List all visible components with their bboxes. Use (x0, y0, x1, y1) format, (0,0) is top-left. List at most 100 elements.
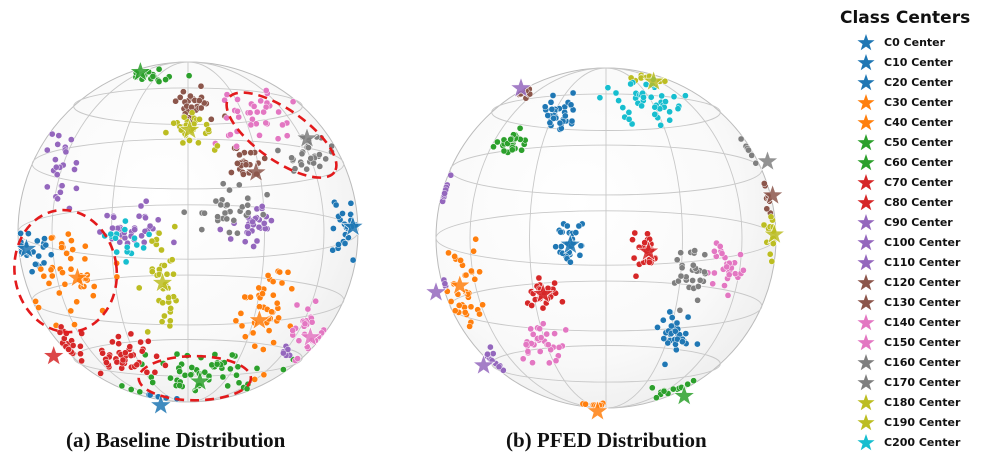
scatter-point (544, 112, 552, 119)
scatter-point (155, 65, 163, 73)
scatter-point (551, 330, 558, 337)
cluster-green-bottom-right (648, 377, 697, 402)
scatter-point (54, 195, 61, 203)
legend-label: C60 Center (884, 156, 953, 169)
class-center-star (448, 273, 472, 296)
scatter-point (543, 330, 551, 338)
scatter-point (135, 284, 143, 292)
scatter-point (240, 171, 247, 178)
cluster-green-upper-left (490, 124, 529, 156)
scatter-point (244, 230, 252, 237)
scatter-point (166, 317, 174, 325)
scatter-point (679, 338, 686, 346)
scatter-point (339, 210, 346, 217)
scatter-point (341, 240, 349, 247)
scatter-point (56, 329, 64, 336)
scatter-point (305, 144, 312, 151)
scatter-point (43, 183, 51, 191)
scatter-point (235, 113, 243, 121)
scatter-point (539, 320, 547, 328)
legend-label: C150 Center (884, 336, 961, 349)
scatter-point (289, 98, 297, 106)
scatter-point (214, 213, 221, 221)
scatter-point (162, 362, 169, 369)
scatter-point (567, 258, 574, 266)
scatter-point (646, 258, 653, 266)
scatter-point (146, 222, 154, 230)
scatter-point (322, 155, 330, 163)
legend-label: C20 Center (884, 76, 953, 89)
scatter-point (207, 115, 215, 123)
scatter-point (148, 237, 156, 245)
scatter-point (241, 238, 249, 246)
scatter-point (689, 261, 697, 269)
scatter-point (138, 232, 145, 240)
scatter-point (57, 323, 65, 331)
scatter-point (673, 319, 681, 327)
legend-star-icon (857, 234, 875, 251)
scatter-point (40, 259, 48, 267)
scatter-point (674, 105, 682, 113)
scatter-point (760, 180, 768, 187)
scatter-point (226, 229, 233, 236)
scatter-point (137, 202, 145, 210)
legend-label: C190 Center (884, 416, 961, 429)
scatter-point (223, 215, 231, 223)
legend-star-icon (857, 34, 875, 51)
scatter-point (249, 218, 256, 226)
scatter-point (260, 371, 268, 379)
scatter-point (262, 119, 270, 127)
scatter-point (536, 348, 544, 355)
scatter-point (280, 349, 287, 357)
scatter-point (257, 97, 265, 105)
scatter-point (619, 104, 627, 111)
scatter-point (268, 308, 275, 316)
class-center-star (558, 232, 582, 255)
scatter-point (99, 349, 106, 357)
scatter-point (259, 211, 267, 218)
scatter-point (625, 115, 633, 123)
scatter-point (260, 220, 268, 227)
scatter-point (228, 351, 236, 359)
scatter-point (548, 105, 556, 113)
legend-star-icon (857, 54, 875, 71)
scatter-point (234, 229, 241, 237)
scatter-point (682, 92, 689, 100)
scatter-point (644, 230, 651, 238)
scatter-point (142, 214, 149, 222)
scatter-point (668, 314, 676, 321)
scatter-point (455, 302, 463, 309)
scatter-point (723, 263, 731, 271)
scatter-point (68, 237, 75, 244)
scatter-point (224, 382, 232, 390)
scatter-point (556, 119, 564, 127)
scatter-point (244, 209, 252, 217)
scatter-point (107, 230, 115, 238)
scatter-point (197, 82, 205, 90)
scatter-point (167, 305, 175, 312)
highlight-ellipse-left (13, 208, 119, 334)
scatter-point (115, 340, 123, 348)
scatter-point (181, 371, 189, 379)
legend-star-icon (857, 294, 875, 311)
scatter-point (547, 98, 555, 106)
scatter-point (45, 280, 53, 287)
cluster-olive-right (760, 213, 777, 265)
scatter-point (264, 272, 272, 279)
scatter-point (582, 400, 589, 408)
scatter-point (471, 275, 479, 283)
scatter-point (234, 160, 241, 167)
scatter-point (519, 355, 527, 363)
scatter-point (57, 188, 64, 196)
scatter-point (666, 108, 673, 116)
class-center-star (509, 76, 533, 99)
scatter-point (216, 226, 224, 233)
scatter-point (484, 350, 491, 358)
scatter-point (109, 338, 116, 346)
cluster-purple-bottom-right (280, 342, 294, 359)
scatter-point (638, 102, 645, 110)
scatter-point (188, 103, 195, 111)
scatter-point (234, 96, 241, 103)
scatter-point (568, 117, 576, 125)
